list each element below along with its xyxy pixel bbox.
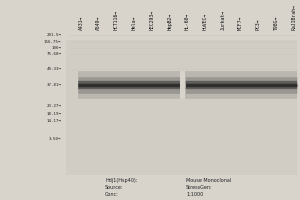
Text: Jurkat→: Jurkat→ xyxy=(220,10,226,30)
Text: 156.75→: 156.75→ xyxy=(44,40,61,44)
Text: 49.33→: 49.33→ xyxy=(46,67,62,71)
Text: Mouse Monoclonal
StressGen:
1:1000: Mouse Monoclonal StressGen: 1:1000 xyxy=(186,178,231,197)
Text: 201.5→: 201.5→ xyxy=(46,33,62,37)
Text: HepB2→: HepB2→ xyxy=(167,13,172,30)
Text: A549→: A549→ xyxy=(96,16,101,30)
Text: PC3→: PC3→ xyxy=(256,19,261,30)
Text: 23.27→: 23.27→ xyxy=(46,104,62,108)
Text: HL-60→: HL-60→ xyxy=(185,13,190,30)
Text: 14.17→: 14.17→ xyxy=(46,119,62,123)
Text: MCF7→: MCF7→ xyxy=(238,16,243,30)
Text: Hdj1(Hsp40):
Source:
Conc:: Hdj1(Hsp40): Source: Conc: xyxy=(105,178,137,197)
Text: HCT116→: HCT116→ xyxy=(114,10,119,30)
FancyBboxPatch shape xyxy=(66,40,297,175)
Text: T98G→: T98G→ xyxy=(274,16,279,30)
Text: 18.19→: 18.19→ xyxy=(46,112,62,116)
Text: 75.68→: 75.68→ xyxy=(46,52,62,56)
Text: 37.81→: 37.81→ xyxy=(46,83,62,87)
Text: Hela→: Hela→ xyxy=(132,16,137,30)
Text: 3.50→: 3.50→ xyxy=(49,137,61,141)
Text: HEC293→: HEC293→ xyxy=(149,10,154,30)
Text: RaJIBrah→: RaJIBrah→ xyxy=(292,4,296,30)
Text: 106→: 106→ xyxy=(52,46,61,50)
Text: A431→: A431→ xyxy=(79,16,83,30)
Text: HuVEC→: HuVEC→ xyxy=(203,13,208,30)
